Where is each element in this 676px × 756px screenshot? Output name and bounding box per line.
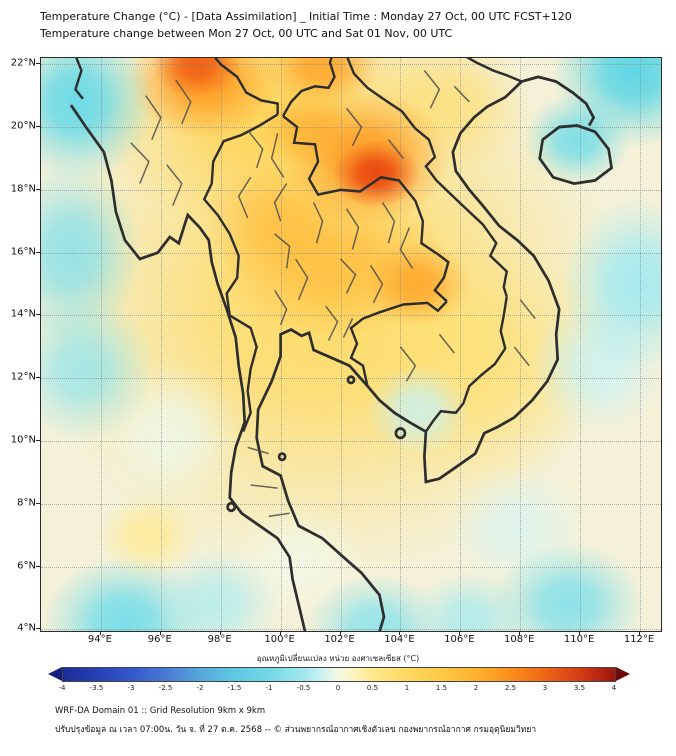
lat-tick-label: 16°N xyxy=(10,246,36,258)
heat-blob-warm-southwest-patch xyxy=(94,491,203,580)
colorbar-tick-label: -2 xyxy=(196,684,204,692)
lat-tick-mark xyxy=(36,314,40,316)
colorbar-tick-label: -3.5 xyxy=(89,684,104,692)
lon-tick-label: 98°E xyxy=(207,634,232,645)
colorbar-tick-label: -3 xyxy=(127,684,135,692)
lat-tick-mark xyxy=(36,251,40,253)
lat-tick-label: 6°N xyxy=(17,560,36,572)
lon-tick-mark xyxy=(339,631,341,635)
lon-tick-mark xyxy=(219,631,221,635)
colorbar-arrow-right xyxy=(616,667,630,681)
lat-tick-label: 12°N xyxy=(10,371,36,383)
lat-tick-mark xyxy=(36,188,40,190)
lat-tick-label: 22°N xyxy=(10,57,36,69)
footer-update-info: ปรับปรุงข้อมูล ณ เวลา 07:00น. วัน จ. ที่… xyxy=(55,725,537,735)
lon-tick-mark xyxy=(579,631,581,635)
colorbar-tick-label: 0 xyxy=(335,684,341,692)
heat-blob-pale-gulf-cambodia xyxy=(364,362,473,457)
lon-tick-mark xyxy=(639,631,641,635)
page-title: Temperature Change (°C) - [Data Assimila… xyxy=(40,10,572,23)
lat-tick-mark xyxy=(36,440,40,442)
colorbar-tick-label: -2.5 xyxy=(158,684,173,692)
lat-tick-label: 14°N xyxy=(10,308,36,320)
lon-tick-label: 100°E xyxy=(264,634,295,645)
colorbar-tick-label: 1.5 xyxy=(435,684,448,692)
colorbar-tick-label: 2.5 xyxy=(504,684,517,692)
lat-tick-mark xyxy=(36,502,40,504)
lat-tick-mark xyxy=(36,565,40,567)
colorbar-tick-label: -1.5 xyxy=(227,684,242,692)
colorbar-tick-label: 1 xyxy=(404,684,410,692)
lat-tick-label: 18°N xyxy=(10,183,36,195)
colorbar-tick-label: -0.5 xyxy=(296,684,311,692)
heat-layer xyxy=(41,58,661,631)
lat-tick-label: 10°N xyxy=(10,434,36,446)
colorbar-tick-label: 2 xyxy=(473,684,479,692)
map-plot xyxy=(40,57,662,632)
footer-domain-info: WRF-DA Domain 01 :: Grid Resolution 9km … xyxy=(55,706,266,716)
lon-tick-mark xyxy=(159,631,161,635)
lon-tick-mark xyxy=(99,631,101,635)
colorbar-tick-label: 0.5 xyxy=(366,684,379,692)
lat-tick-label: 4°N xyxy=(17,622,36,634)
lon-tick-mark xyxy=(519,631,521,635)
colorbar-tick-label: 4 xyxy=(611,684,617,692)
colorbar-tick-label: 3 xyxy=(542,684,548,692)
lon-tick-mark xyxy=(459,631,461,635)
lat-tick-label: 20°N xyxy=(10,120,36,132)
lat-tick-mark xyxy=(36,628,40,630)
lon-tick-label: 106°E xyxy=(444,634,475,645)
heat-blob-cool-right-upper xyxy=(523,92,632,187)
colorbar xyxy=(62,667,616,682)
lon-tick-label: 112°E xyxy=(623,634,655,645)
heat-blob-orange-north-thailand xyxy=(256,89,359,172)
lon-tick-label: 108°E xyxy=(504,634,535,645)
lat-tick-mark xyxy=(36,126,40,128)
heat-blob-orange-east-blob xyxy=(364,240,473,328)
lat-tick-label: 8°N xyxy=(17,497,36,509)
lon-tick-label: 102°E xyxy=(324,634,355,645)
lon-tick-mark xyxy=(279,631,281,635)
lon-tick-label: 94°E xyxy=(87,634,112,645)
lon-tick-label: 110°E xyxy=(563,634,595,645)
page-subtitle: Temperature change between Mon 27 Oct, 0… xyxy=(40,27,453,40)
lon-tick-label: 96°E xyxy=(147,634,172,645)
colorbar-label: อุณหภูมิเปลี่ยนแปลง หน่วย องศาเซลเซียส (… xyxy=(256,654,420,663)
title-block: Temperature Change (°C) - [Data Assimila… xyxy=(40,8,572,42)
colorbar-tick-label: -4 xyxy=(58,684,66,692)
lon-tick-label: 104°E xyxy=(384,634,415,645)
lat-tick-mark xyxy=(36,63,40,65)
lon-tick-mark xyxy=(399,631,401,635)
lat-tick-mark xyxy=(36,377,40,379)
colorbar-tick-label: 3.5 xyxy=(573,684,586,692)
colorbar-tick-label: -1 xyxy=(265,684,273,692)
colorbar-arrow-left xyxy=(48,667,62,681)
